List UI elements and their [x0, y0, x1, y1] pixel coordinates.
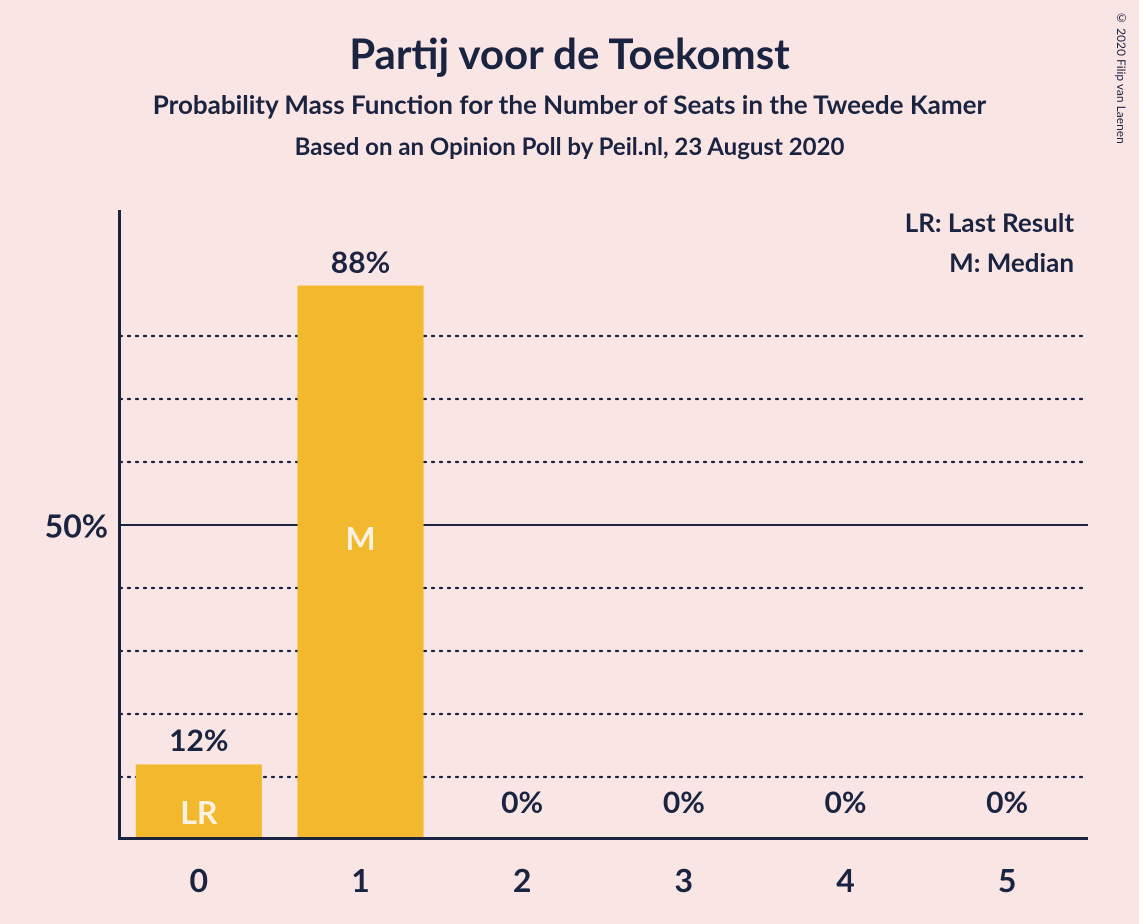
bar-value-label-1: 88% — [331, 244, 390, 280]
bar-value-label-5: 0% — [986, 784, 1028, 820]
x-axis-label-3: 3 — [675, 860, 694, 899]
copyright-text: © 2020 Filip van Laenen — [1114, 10, 1129, 144]
x-axis-label-1: 1 — [351, 860, 370, 899]
x-axis-label-4: 4 — [836, 860, 855, 899]
bar-inner-label-m: M — [345, 518, 375, 557]
y-axis-label-50: 50% — [28, 506, 108, 545]
chart-titles: Partij voor de Toekomst Probability Mass… — [0, 0, 1139, 161]
x-axis-label-0: 0 — [190, 860, 209, 899]
chart-subtitle-2: Based on an Opinion Poll by Peil.nl, 23 … — [0, 132, 1139, 161]
bar-value-label-2: 0% — [501, 784, 543, 820]
chart-legend: LR: Last Result M: Median — [905, 206, 1074, 286]
bar-1 — [297, 286, 423, 840]
x-axis-label-5: 5 — [998, 860, 1017, 899]
bar-value-label-3: 0% — [663, 784, 705, 820]
x-axis-label-2: 2 — [513, 860, 532, 899]
chart-subtitle-1: Probability Mass Function for the Number… — [0, 88, 1139, 120]
bar-value-label-4: 0% — [825, 784, 867, 820]
legend-m: M: Median — [905, 246, 1074, 278]
chart-title: Partij voor de Toekomst — [0, 28, 1139, 78]
chart-svg — [118, 210, 1088, 840]
bar-value-label-0: 12% — [169, 722, 228, 758]
bar-inner-label-lr: LR — [180, 792, 217, 831]
legend-lr: LR: Last Result — [905, 206, 1074, 238]
chart-plot-area: 50% LR: Last Result M: Median 012%LR188%… — [118, 210, 1088, 840]
